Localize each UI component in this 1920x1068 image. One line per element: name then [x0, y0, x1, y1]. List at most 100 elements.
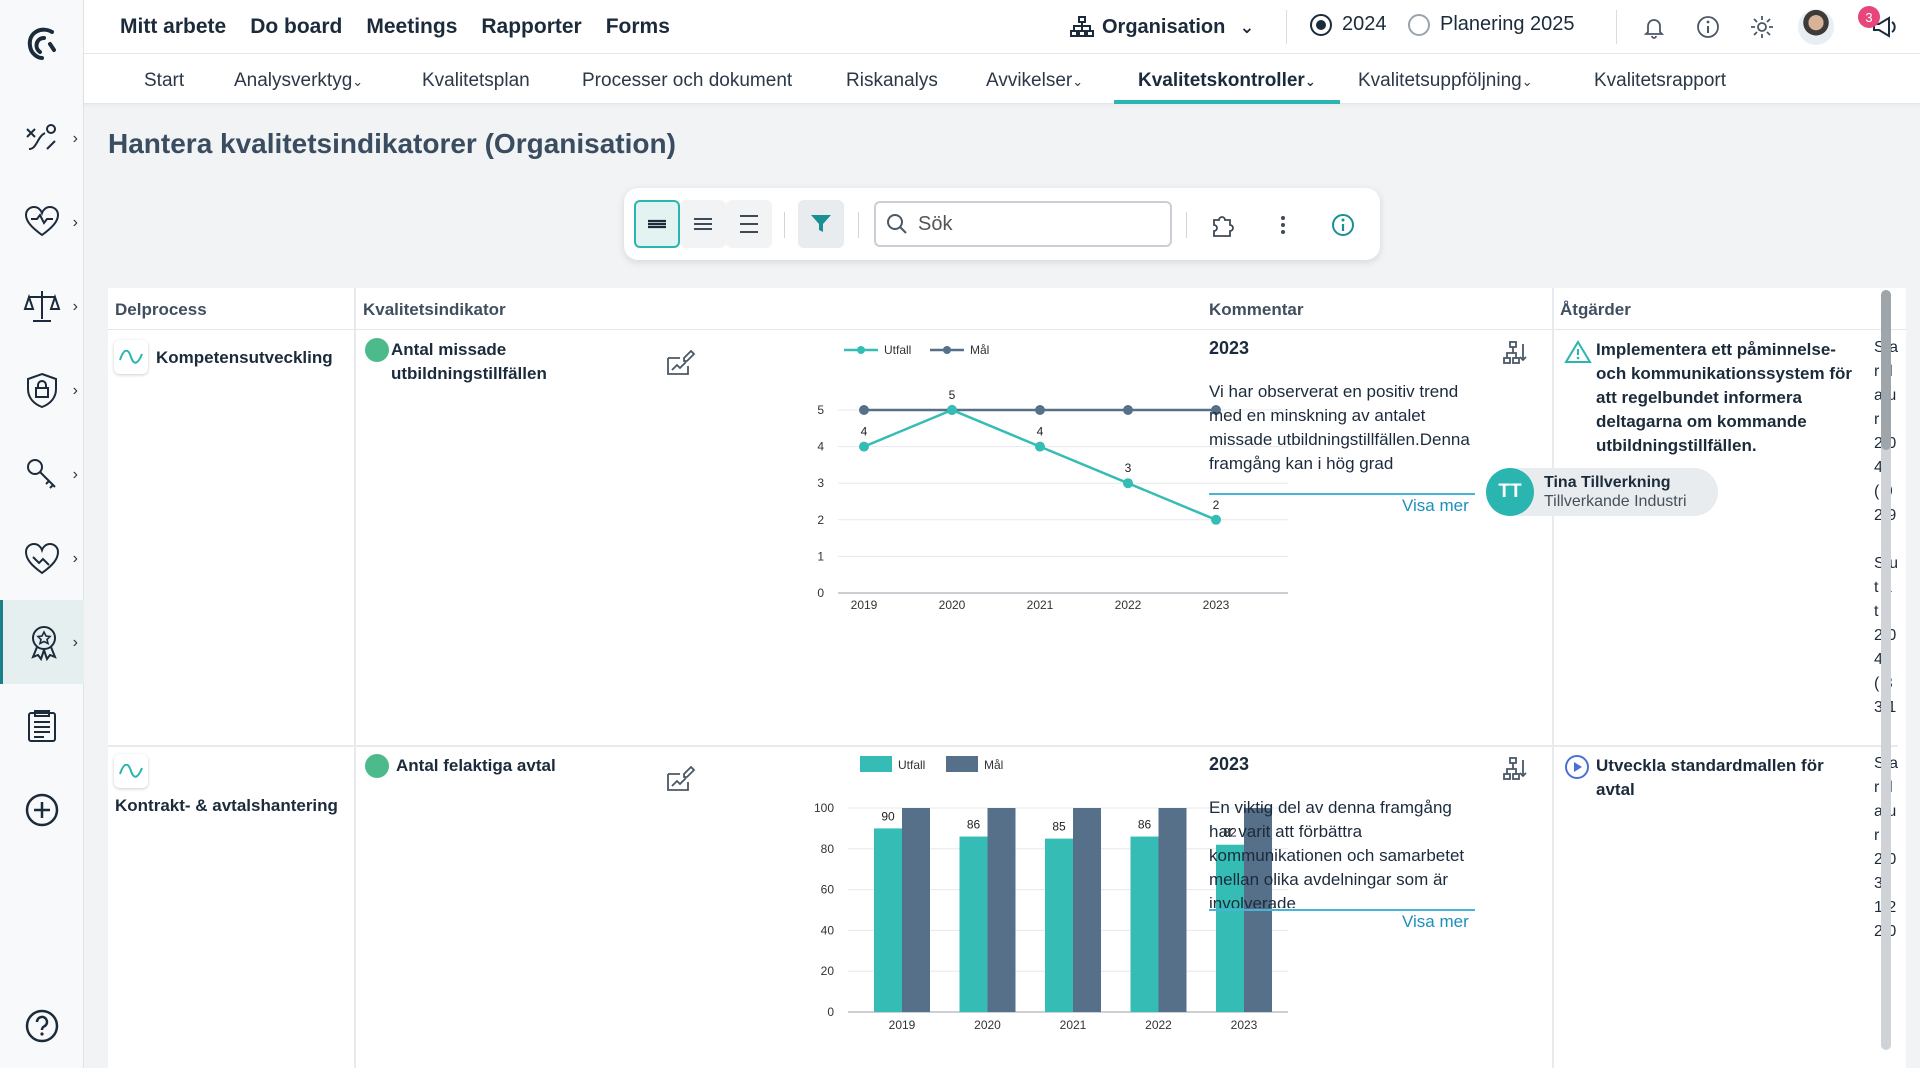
megaphone-icon[interactable]: [1870, 12, 1900, 42]
action-text[interactable]: Implementera ett påminnelse- och kommuni…: [1596, 340, 1853, 455]
sidebar-item-add[interactable]: [0, 768, 84, 852]
view-compact-button[interactable]: [634, 200, 680, 248]
delprocess-name[interactable]: Kontrakt- & avtalshantering: [115, 796, 338, 815]
nav-rapporter[interactable]: Rapporter: [481, 15, 582, 38]
bar-mal: [902, 808, 930, 1012]
y-tick-label: 20: [821, 964, 835, 978]
header-divider: [1616, 10, 1617, 44]
tab-start[interactable]: Start: [144, 70, 185, 91]
filter-icon: [811, 215, 831, 232]
tab-riskanalys[interactable]: Riskanalys: [846, 70, 938, 91]
comment-underline: [1209, 909, 1475, 911]
sidebar-item-compliance[interactable]: ›: [0, 264, 84, 348]
legend-marker-utfall: [857, 346, 865, 354]
column-header-kommentar[interactable]: Kommentar: [1209, 300, 1304, 319]
data-label: 85: [1052, 820, 1066, 834]
column-header-kvalitetsindikator[interactable]: Kvalitetsindikator: [363, 300, 506, 319]
more-vertical-icon[interactable]: [1278, 212, 1288, 238]
radio-unselected-icon: [1408, 13, 1430, 36]
data-point: [1211, 514, 1221, 525]
sidebar-item-analysis[interactable]: ›: [0, 96, 84, 180]
indicator-name[interactable]: Antal felaktiga avtal: [396, 756, 556, 775]
tab-label: Avvikelser: [986, 70, 1073, 91]
assignee-chip[interactable]: TT Tina Tillverkning Tillverkande Indust…: [1486, 468, 1718, 516]
tab-kvalitetskontroller[interactable]: Kvalitetskontroller⌄: [1114, 54, 1340, 104]
chevron-right-icon: ›: [72, 214, 78, 231]
warning-triangle-icon: [1564, 340, 1592, 363]
edit-chart-icon[interactable]: [666, 766, 696, 792]
sidebar-item-documents[interactable]: [0, 684, 84, 768]
tab-processer[interactable]: Processer och dokument: [582, 70, 793, 91]
x-tick-label: 2019: [851, 598, 878, 612]
info-circle-icon[interactable]: [1330, 212, 1356, 238]
column-header-atgarder[interactable]: Åtgärder: [1560, 300, 1631, 319]
chevron-down-icon: ⌄: [1239, 16, 1255, 37]
view-normal-button[interactable]: [680, 200, 726, 248]
assignee-organisation: Tillverkande Industri: [1544, 493, 1687, 510]
app-logo-icon[interactable]: [22, 24, 62, 64]
chart-legend: Utfall Mål: [860, 756, 1003, 772]
gear-icon[interactable]: [1749, 14, 1775, 40]
edit-chart-icon[interactable]: [666, 350, 696, 376]
sidebar-item-security[interactable]: ›: [0, 348, 84, 432]
y-tick-label: 5: [817, 403, 824, 417]
tab-kvalitetsuppfoljning[interactable]: Kvalitetsuppföljning⌄: [1358, 54, 1533, 104]
view-spacious-button[interactable]: [726, 200, 772, 248]
nav-mitt-arbete[interactable]: Mitt arbete: [120, 15, 227, 38]
show-more-link[interactable]: Visa mer: [1402, 496, 1469, 515]
organisation-label: Organisation: [1102, 15, 1226, 38]
tab-kvalitetsrapport[interactable]: Kvalitetsrapport: [1594, 70, 1727, 91]
delprocess-name[interactable]: Kompetensutveckling: [156, 348, 333, 367]
action-text[interactable]: Utveckla standardmallen för avtal: [1596, 756, 1824, 799]
tab-avvikelser[interactable]: Avvikelser⌄: [986, 54, 1083, 104]
show-more-link[interactable]: Visa mer: [1402, 912, 1469, 931]
tab-label: Kvalitetskontroller: [1138, 70, 1305, 91]
search-input[interactable]: [918, 212, 1138, 236]
tab-label: Kvalitetsuppföljning: [1358, 70, 1522, 91]
chevron-right-icon: ›: [72, 298, 78, 315]
data-label: 4: [1037, 425, 1044, 439]
sidebar-item-health[interactable]: ›: [0, 180, 84, 264]
tab-analysverktyg[interactable]: Analysverktyg⌄: [234, 54, 363, 104]
nav-do-board[interactable]: Do board: [250, 15, 343, 38]
sidebar-item-quality[interactable]: ›: [0, 600, 84, 684]
sidebar-item-access[interactable]: ›: [0, 432, 84, 516]
hierarchy-sort-icon[interactable]: [1502, 756, 1528, 782]
clipped-text-fragment: r: [1874, 827, 1880, 844]
bar-mal: [987, 808, 1016, 1012]
planning-2025-radio[interactable]: Planering 2025: [1408, 13, 1575, 36]
data-point: [1035, 405, 1045, 415]
lines-dense-icon: [648, 219, 666, 229]
column-header-delprocess[interactable]: Delprocess: [115, 300, 207, 319]
year-2024-radio[interactable]: 2024: [1310, 13, 1387, 36]
legend-label-mal: Mål: [970, 343, 989, 357]
x-tick-label: 2023: [1231, 1018, 1258, 1032]
hierarchy-sort-icon[interactable]: [1502, 340, 1528, 366]
x-tick-label: 2021: [1027, 598, 1054, 612]
x-tick-label: 2022: [1115, 598, 1142, 612]
sidebar-item-help[interactable]: [0, 984, 84, 1068]
tab-kvalitetsplan[interactable]: Kvalitetsplan: [422, 70, 530, 91]
nav-meetings[interactable]: Meetings: [366, 15, 458, 38]
org-chart-icon: [1070, 16, 1094, 37]
shield-lock-icon: [27, 372, 57, 409]
bar-mal: [1073, 808, 1101, 1012]
bell-icon[interactable]: [1641, 14, 1667, 40]
filter-button[interactable]: [798, 200, 844, 248]
vertical-scrollbar[interactable]: [1881, 290, 1891, 1050]
clipped-text-fragment: 4: [1874, 459, 1883, 476]
scrollbar-thumb[interactable]: [1881, 290, 1891, 450]
nav-forms[interactable]: Forms: [605, 15, 670, 38]
search-field[interactable]: [874, 201, 1172, 247]
sub-navigation: Start Analysverktyg⌄ Kvalitetsplan Proce…: [84, 54, 1920, 104]
chevron-right-icon: ›: [72, 550, 78, 567]
puzzle-icon[interactable]: [1210, 212, 1236, 238]
info-icon[interactable]: [1695, 14, 1721, 40]
comment-text: En viktig del av denna framgång har vari…: [1209, 796, 1471, 908]
sidebar-item-partners[interactable]: ›: [0, 516, 84, 600]
legend-label-utfall: Utfall: [898, 758, 925, 772]
organisation-selector[interactable]: Organisation ⌄: [1070, 12, 1254, 42]
table-header: Delprocess Kvalitetsindikator Kommentar …: [108, 288, 1906, 330]
indicator-name[interactable]: Antal missade utbildningstillfällen: [391, 340, 547, 383]
user-avatar[interactable]: [1798, 9, 1834, 45]
